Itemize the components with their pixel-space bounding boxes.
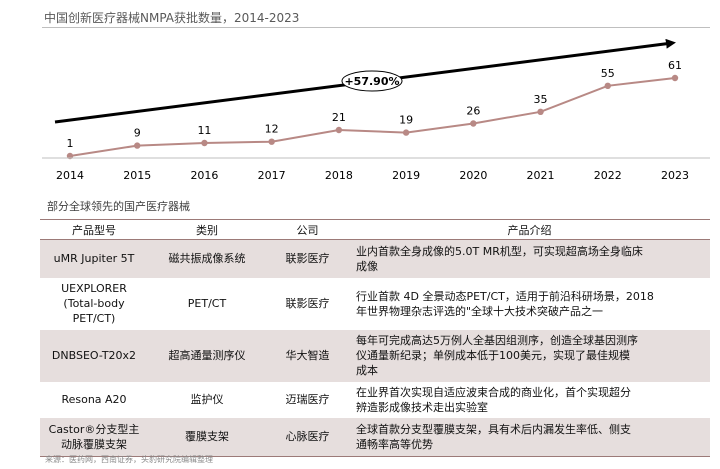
cell-model: UEXPLORER (Total-body PET/CT)	[40, 278, 148, 330]
header-category: 类别	[148, 219, 266, 240]
x-tick-label: 2016	[190, 169, 218, 182]
cell-category: 监护仪	[190, 393, 224, 406]
cell-description: 全球首款分支型覆膜支架，具有术后内漏发生率低、侧支 通畅率高等优势	[349, 417, 710, 457]
cell-company: 联影医疗	[266, 239, 349, 278]
growth-label: +57.90%	[344, 75, 399, 88]
x-tick-label: 2023	[661, 169, 689, 182]
cell-description: 在业界首次实现自适应波束合成的商业化，首个实现超分 辨造影成像技术走出实验室	[349, 382, 710, 418]
x-tick-label: 2015	[123, 169, 151, 182]
model-line: PET/CT)	[72, 312, 116, 325]
data-label: 21	[332, 111, 346, 124]
desc-line: 年世界物理杂志评选的"全球十大技术突破产品之一	[356, 304, 604, 318]
model-line: 动脉覆膜支架	[61, 437, 127, 451]
data-label: 19	[399, 114, 413, 127]
source-note: 来源：医药网，西南证券，头豹研究院编辑整理	[45, 455, 213, 464]
desc-line: 全球首款分支型覆膜支架，具有术后内漏发生率低、侧支	[356, 422, 631, 436]
data-label: 26	[466, 105, 480, 118]
table-header-row: 产品型号 类别 公司 产品介绍	[40, 219, 710, 240]
data-label: 35	[534, 93, 548, 106]
series-line	[69, 77, 676, 157]
cell-model: Resona A20	[40, 382, 148, 418]
table-row: uMR Jupiter 5T 磁共振成像系统 联影医疗 业内首款全身成像的5.0…	[40, 239, 710, 278]
table-row: Castor®分支型主 动脉覆膜支架 覆膜支架 心脉医疗 全球首款分支型覆膜支架…	[40, 417, 710, 457]
cell-category: 磁共振成像系统	[148, 239, 266, 278]
data-label: 1	[67, 137, 74, 150]
desc-line: 辨造影成像技术走出实验室	[356, 400, 488, 414]
table-row: UEXPLORER (Total-body PET/CT) PET/CT 联影医…	[40, 278, 710, 330]
section-title: 部分全球领先的国产医疗器械	[47, 200, 190, 213]
model-line: Castor®分支型主	[48, 422, 140, 436]
x-tick-label: 2022	[594, 169, 622, 182]
cell-category: 超高通量测序仪	[148, 329, 266, 382]
x-tick-label: 2017	[258, 169, 286, 182]
data-point	[268, 138, 275, 145]
data-point	[335, 126, 343, 134]
model-line: DNBSEO-T20x2	[51, 349, 137, 362]
data-point	[134, 142, 141, 149]
title-divider	[42, 27, 710, 28]
data-point	[402, 129, 410, 136]
cell-description: 业内首款全身成像的5.0T MR机型，可实现超高场全身临床 成像	[349, 239, 710, 278]
cell-category: PET/CT	[187, 297, 227, 310]
model-line: UEXPLORER	[61, 282, 127, 295]
desc-line: 在业界首次实现自适应波束合成的商业化，首个实现超分	[356, 385, 631, 399]
data-label: 55	[601, 67, 615, 80]
data-label: 11	[197, 124, 211, 137]
products-table: 产品型号 类别 公司 产品介绍 uMR Jupiter 5T 磁共振成像系统 联…	[40, 219, 710, 457]
desc-line: 成像	[356, 259, 378, 273]
data-point	[537, 108, 544, 116]
cell-description: 行业首款 4D 全景动态PET/CT，适用于前沿科研场景，2018 年世界物理杂…	[349, 278, 710, 330]
data-point	[604, 82, 611, 89]
cell-description: 每年可完成高达5万例人全基因组测序，创造全球基因测序 仪通量新纪录；单例成本低于…	[349, 329, 710, 382]
cell-company: 迈瑞医疗	[285, 393, 330, 406]
cell-company: 华大智造	[266, 329, 349, 382]
data-label: 61	[668, 59, 682, 72]
header-description: 产品介绍	[349, 219, 710, 240]
desc-line: 通畅率高等优势	[356, 437, 433, 451]
desc-line: 仪通量新纪录；单例成本低于100美元，实现了最佳规模	[356, 349, 630, 362]
cell-category: 覆膜支架	[148, 417, 266, 457]
cell-company: 心脉医疗	[266, 417, 349, 457]
desc-line: 业内首款全身成像的5.0T MR机型，可实现超高场全身临床	[356, 244, 643, 258]
x-tick-label: 2018	[325, 169, 353, 182]
data-point	[201, 139, 208, 147]
chart-title: 中国创新医疗器械NMPA获批数量，2014-2023	[44, 11, 300, 25]
cell-model: DNBSEO-T20x2	[40, 329, 148, 382]
cell-company: 联影医疗	[285, 297, 330, 310]
model-line: Resona A20	[61, 393, 127, 406]
desc-line: 成本	[356, 364, 378, 377]
model-line: (Total-body	[63, 297, 125, 310]
data-label: 9	[134, 127, 141, 140]
desc-line: 行业首款 4D 全景动态PET/CT，适用于前沿科研场景，2018	[356, 289, 654, 303]
x-tick-label: 2014	[56, 169, 84, 182]
table-row: Resona A20 监护仪 迈瑞医疗 在业界首次实现自适应波束合成的商业化，首…	[40, 382, 710, 418]
desc-line: 每年可完成高达5万例人全基因组测序，创造全球基因测序	[356, 334, 638, 347]
data-label: 12	[265, 123, 279, 136]
x-tick-label: 2019	[392, 169, 420, 182]
header-model: 产品型号	[40, 219, 148, 240]
cell-model: Castor®分支型主 动脉覆膜支架	[40, 417, 148, 457]
header-company: 公司	[266, 219, 349, 240]
model-line: uMR Jupiter 5T	[53, 252, 135, 266]
cell-model: uMR Jupiter 5T	[40, 239, 148, 278]
x-tick-label: 2021	[527, 169, 555, 182]
data-point	[470, 120, 477, 127]
x-tick-label: 2020	[459, 169, 487, 182]
data-point	[671, 74, 679, 82]
table-row: DNBSEO-T20x2 超高通量测序仪 华大智造 每年可完成高达5万例人全基因…	[40, 329, 710, 382]
growth-badge	[341, 70, 403, 92]
